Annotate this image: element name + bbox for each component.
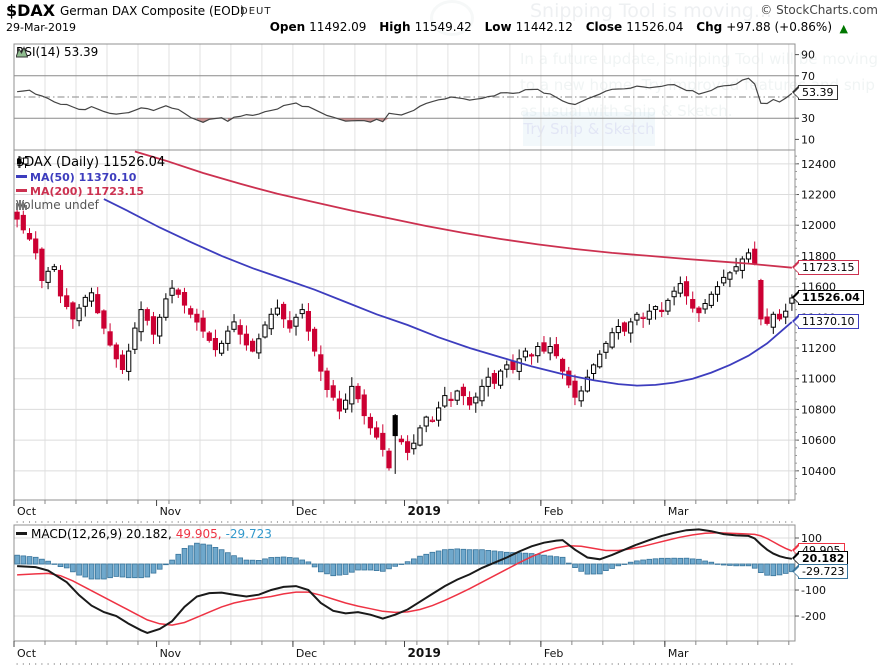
ma200-legend: MA(200) 11723.15 (16, 185, 144, 198)
svg-text:Feb: Feb (544, 505, 563, 518)
ma50-value-flag: 11370.10 (792, 314, 859, 329)
svg-text:10600: 10600 (801, 434, 836, 447)
close-value: 11526.04 (626, 20, 684, 34)
macd-legend-label: MACD(12,26,9) 20.182, (31, 527, 172, 541)
open-value: 11492.09 (309, 20, 367, 34)
grid-lines (13, 44, 795, 641)
open-label: Open (269, 20, 306, 34)
close-value-flag: 11526.04 (792, 290, 864, 305)
rsi-legend-text: RSI(14) 53.39 (16, 45, 99, 59)
svg-text:10400: 10400 (801, 465, 836, 478)
exchange-code: DEUT (240, 6, 272, 17)
svg-text:12400: 12400 (801, 158, 836, 171)
svg-text:Nov: Nov (160, 505, 182, 518)
rsi-value-flag: 53.39 (792, 85, 838, 100)
high-value: 11549.42 (414, 20, 472, 34)
svg-text:2019: 2019 (408, 504, 441, 518)
svg-text:Dec: Dec (296, 505, 317, 518)
macd-line-swatch (16, 532, 27, 535)
low-label: Low (484, 20, 512, 34)
symbol: $DAX (6, 1, 56, 20)
svg-text:Nov: Nov (160, 647, 182, 660)
chart-date: 29-Mar-2019 (6, 21, 76, 34)
svg-text:2019: 2019 (408, 646, 441, 660)
macd-panel (14, 528, 795, 634)
svg-text:Mar: Mar (668, 505, 689, 518)
svg-text:12000: 12000 (801, 219, 836, 232)
stockcharts-credit: © StockCharts.com (760, 3, 878, 17)
price-legend: $DAX (Daily) 11526.04 (16, 156, 165, 169)
close-label: Close (585, 20, 623, 34)
macd-signal-value: 49.905, (175, 527, 222, 541)
svg-text:11800: 11800 (801, 250, 836, 263)
ma200-legend-text: MA(200) 11723.15 (30, 185, 145, 198)
ma50-line-swatch (16, 175, 27, 178)
hist-value-flag: -29.723 (791, 564, 849, 579)
svg-text:-100: -100 (801, 584, 826, 597)
svg-text:90: 90 (801, 49, 815, 62)
ma200-line-swatch (16, 189, 27, 192)
try-snip-and-sketch-button[interactable]: Try Snip & Sketch (523, 112, 655, 146)
svg-text:10: 10 (801, 133, 815, 146)
macd-legend: MACD(12,26,9) 20.182, 49.905, -29.723 (16, 528, 276, 541)
price-legend-text: $DAX (Daily) 11526.04 (16, 155, 166, 170)
svg-text:10800: 10800 (801, 403, 836, 416)
rsi-legend: RSI(14) 53.39 (16, 46, 98, 59)
rsi-panel (14, 75, 795, 123)
high-label: High (379, 20, 411, 34)
macd-hist-value: -29.723 (225, 527, 272, 541)
svg-text:Feb: Feb (544, 647, 563, 660)
volume-bars-icon (16, 200, 27, 210)
candlestick-icon (17, 156, 29, 168)
price-panel (14, 150, 795, 474)
volume-legend: Volume undef (16, 199, 99, 212)
svg-text:Dec: Dec (296, 647, 317, 660)
chg-label: Chg (696, 20, 723, 34)
ohlc-quote-bar: Open 11492.09 High 11549.42 Low 11442.12 Cl… (261, 20, 832, 34)
svg-text:-200: -200 (801, 610, 826, 623)
svg-text:30: 30 (801, 112, 815, 125)
svg-text:70: 70 (801, 70, 815, 83)
low-value: 11442.12 (515, 20, 573, 34)
candlesticks (14, 207, 795, 474)
change-up-arrow-icon: ▲ (839, 22, 848, 35)
chg-value: +97.88 (+0.86%) (726, 20, 832, 34)
svg-text:11200: 11200 (801, 342, 836, 355)
svg-text:Oct: Oct (17, 647, 37, 660)
svg-text:11000: 11000 (801, 373, 836, 386)
svg-text:12200: 12200 (801, 189, 836, 202)
ma50-legend-text: MA(50) 11370.10 (30, 171, 137, 184)
ma50-legend: MA(50) 11370.10 (16, 171, 136, 184)
volume-legend-text: Volume undef (16, 198, 99, 212)
svg-text:Mar: Mar (668, 647, 689, 660)
svg-text:Oct: Oct (17, 505, 37, 518)
symbol-name: German DAX Composite (EOD) (60, 4, 245, 18)
rsi-indicator-icon (16, 46, 28, 58)
ma200-value-flag: 11723.15 (792, 260, 859, 275)
svg-text:100: 100 (801, 532, 822, 545)
